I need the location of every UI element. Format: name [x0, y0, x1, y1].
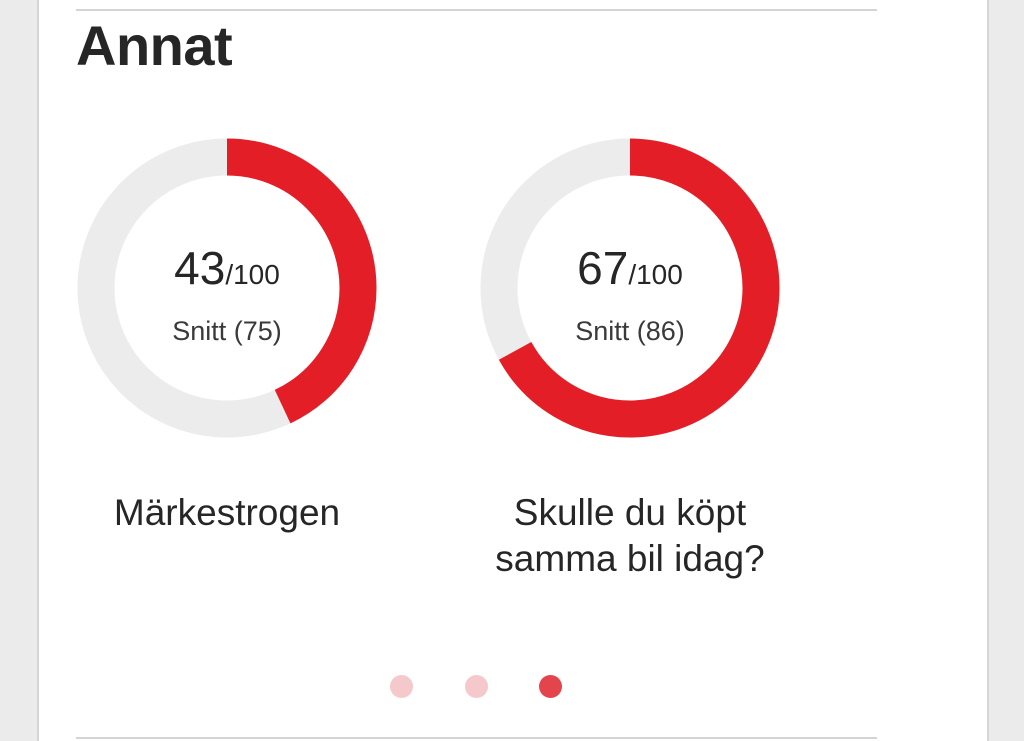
gauge-markestrogen: 43/100 Snitt (75)	[77, 138, 377, 438]
score-max: /100	[628, 259, 683, 290]
bottom-divider	[76, 737, 877, 739]
carousel-dot-2[interactable]	[465, 675, 488, 698]
top-divider	[76, 9, 877, 11]
gauge-caption: Märkestrogen	[113, 492, 341, 533]
donut-chart	[480, 138, 780, 438]
score-max: /100	[225, 259, 280, 290]
score-value: 67	[577, 242, 629, 294]
donut-score-arc	[77, 138, 377, 438]
average-label: Snitt (86)	[575, 316, 685, 346]
carousel-pagination	[0, 675, 1024, 699]
carousel-dot-3[interactable]	[539, 675, 562, 698]
section-title: Annat	[76, 14, 233, 77]
gauge-caption: Skulle du köpt samma bil idag?	[495, 492, 765, 579]
score-value: 43	[174, 242, 226, 294]
carousel-dot-1[interactable]	[390, 675, 413, 698]
average-label: Snitt (75)	[172, 316, 282, 346]
donut-chart	[77, 138, 377, 438]
gauge-kopt-samma-bil: 67/100 Snitt (86)	[480, 138, 780, 438]
donut-score-arc	[480, 138, 780, 438]
